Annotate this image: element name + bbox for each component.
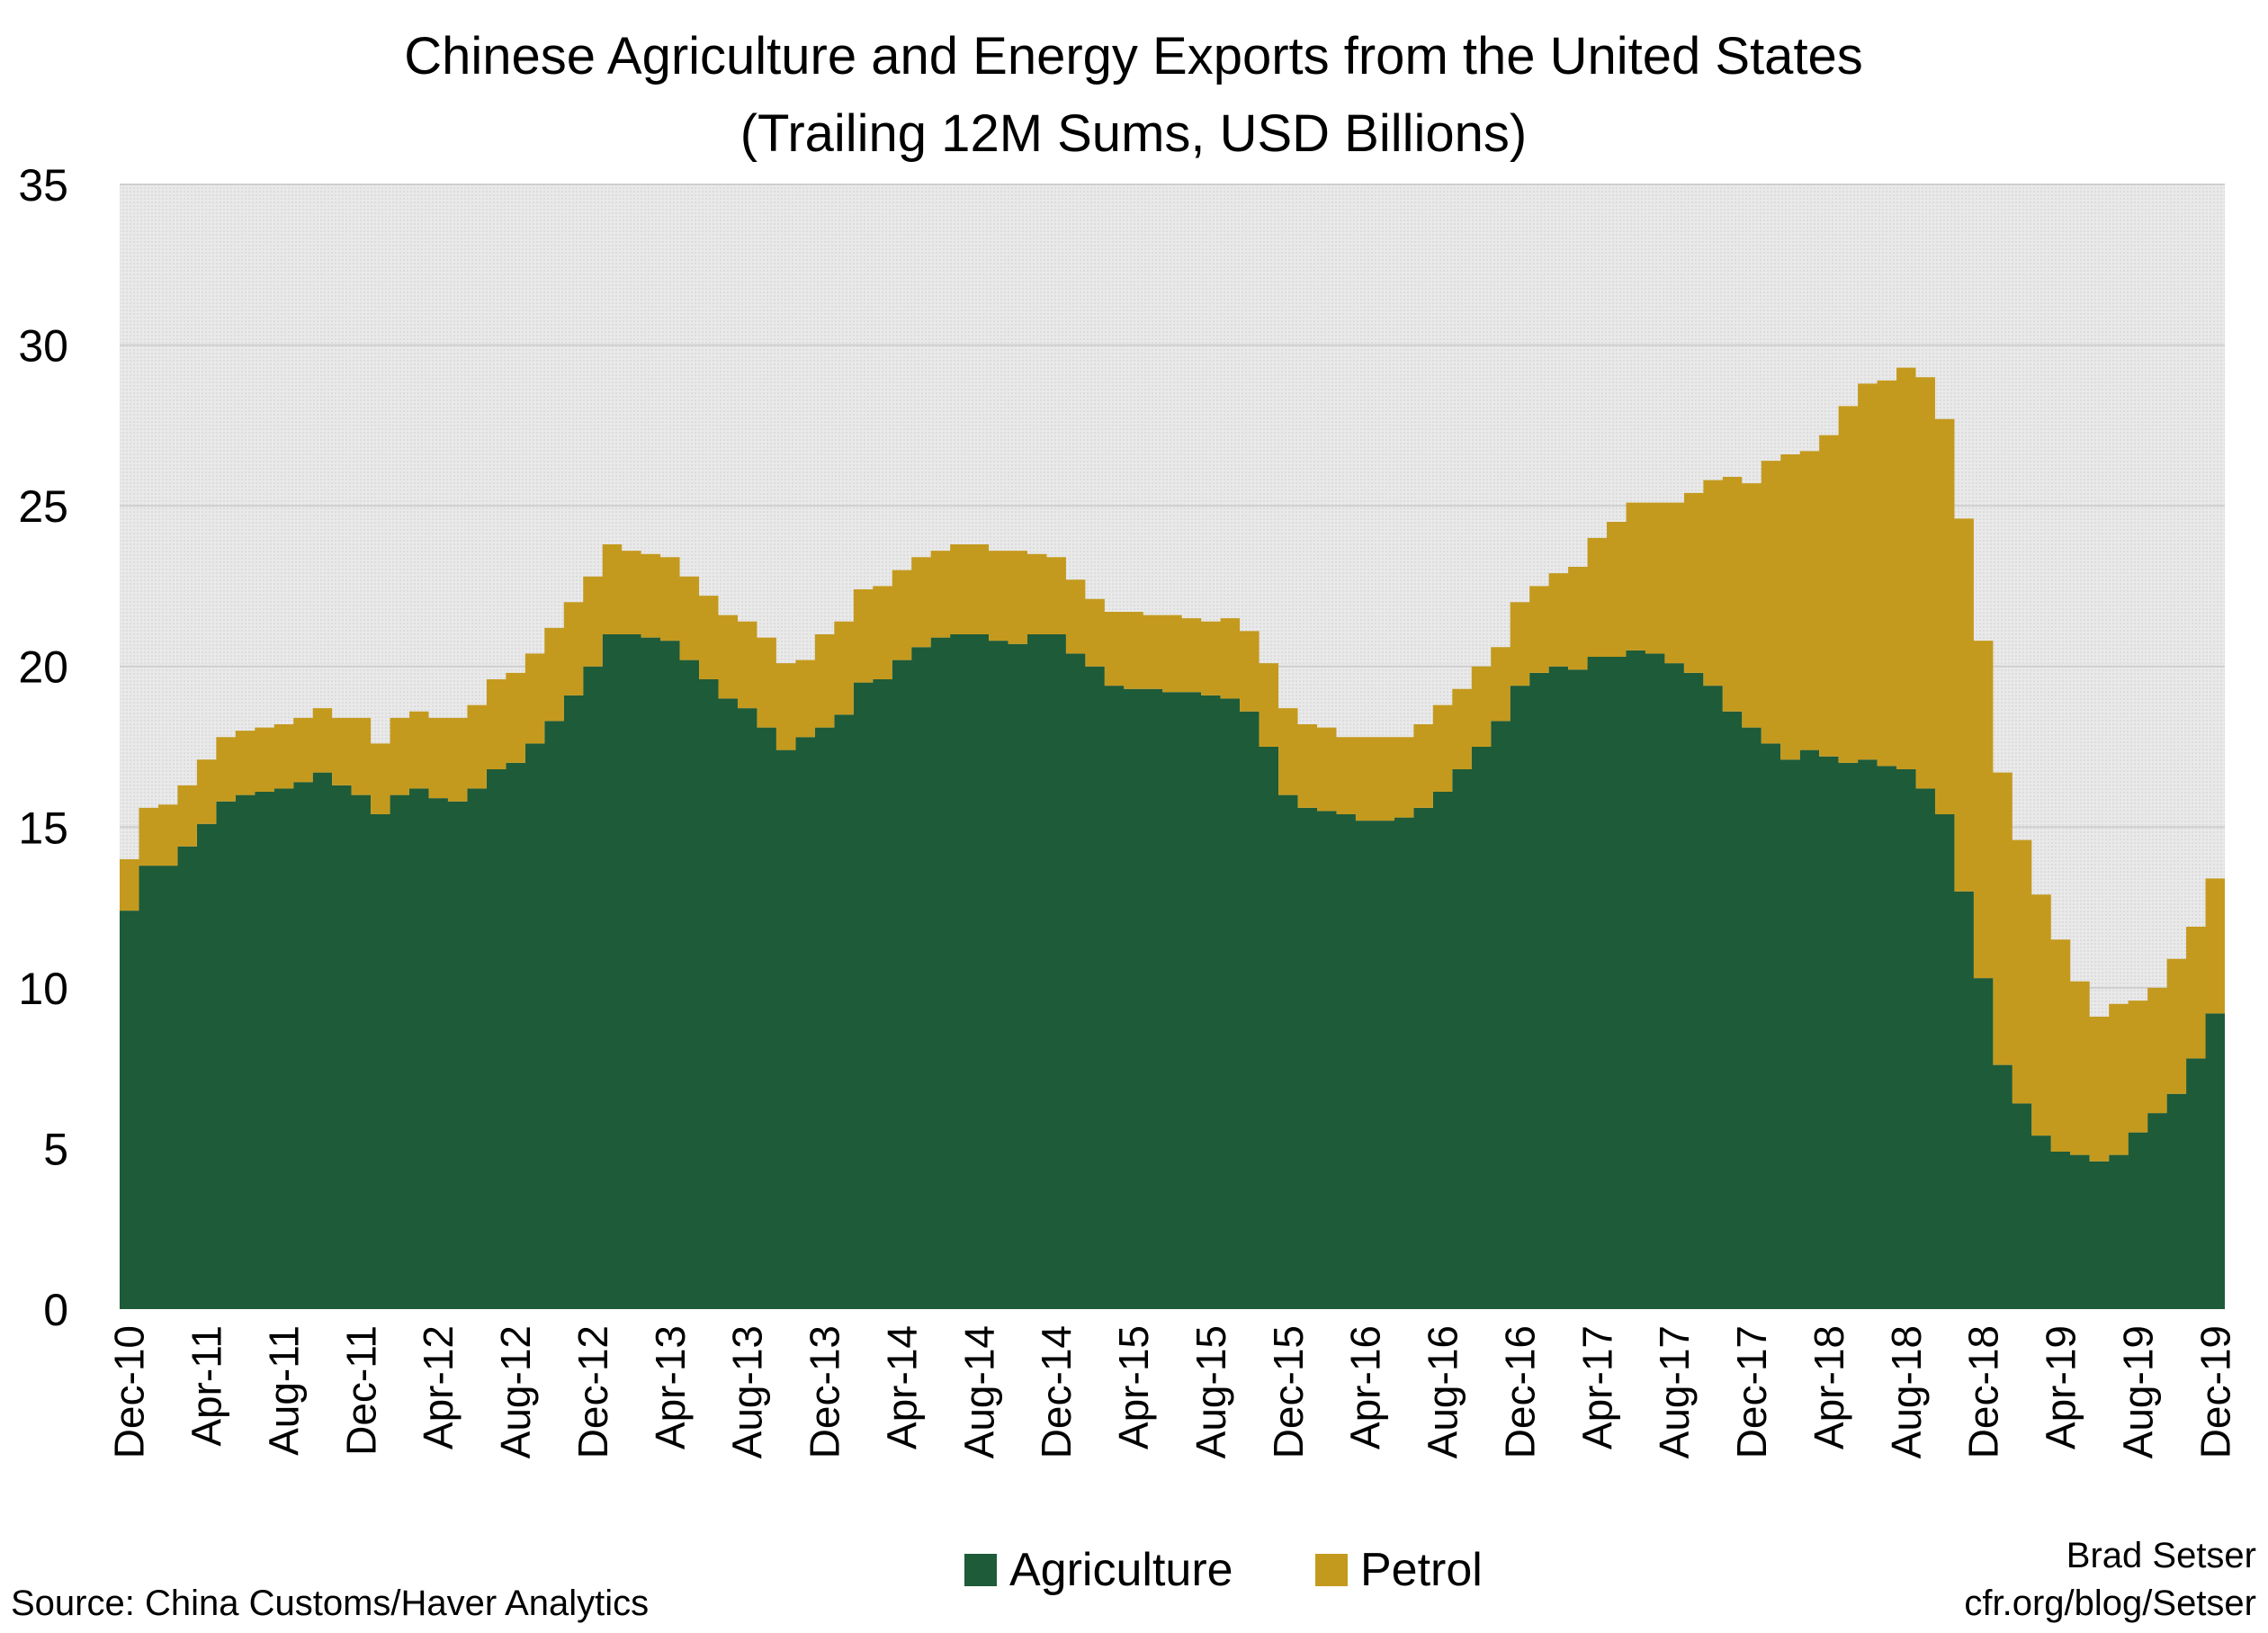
x-tick-label: Apr-17 [1573,1325,1620,1449]
area-series-agriculture [120,634,2225,1309]
x-tick-label: Aug-15 [1188,1325,1234,1458]
x-tick-label: Aug-17 [1651,1325,1698,1458]
y-tick-label: 10 [18,964,68,1014]
legend-swatch-agriculture [964,1554,997,1586]
x-tick-label: Aug-19 [2114,1325,2161,1458]
legend-swatch-petrol [1315,1554,1348,1586]
x-tick-label: Apr-11 [184,1325,230,1447]
credit-url: cfr.org/blog/Setser [1964,1584,2256,1623]
x-tick-label: Dec-10 [106,1325,153,1458]
source-note: Source: China Customs/Haver Analytics [11,1584,649,1623]
x-tick-label: Dec-12 [569,1325,616,1458]
x-axis-ticks: Dec-10 Apr-11 Aug-11 Dec-11 Apr-12 Aug-12 Dec-… [106,1325,2239,1458]
legend-label-agriculture: Agriculture [1009,1544,1233,1596]
y-tick-label: 20 [18,642,68,693]
chart-title: Chinese Agriculture and Energy Exports f… [404,27,1863,85]
x-tick-label: Dec-17 [1728,1325,1775,1458]
y-tick-label: 35 [18,160,68,211]
y-tick-label: 25 [18,481,68,532]
x-tick-label: Dec-13 [802,1325,848,1458]
legend-label-petrol: Petrol [1360,1544,1483,1596]
x-tick-label: Dec-14 [1033,1325,1080,1458]
x-tick-label: Dec-19 [2192,1325,2238,1458]
x-tick-label: Dec-16 [1496,1325,1543,1458]
x-tick-label: Apr-16 [1342,1325,1389,1449]
credit-name: Brad Setser [2066,1536,2256,1575]
x-tick-label: Aug-11 [260,1325,307,1456]
x-tick-label: Dec-18 [1960,1325,2007,1458]
stacked-areas [120,367,2225,1309]
x-tick-label: Aug-13 [724,1325,771,1458]
x-tick-label: Aug-12 [492,1325,539,1458]
legend: Agriculture Petrol [964,1544,1483,1596]
area-series-petrol [120,367,2225,1162]
x-tick-label: Dec-15 [1265,1325,1312,1458]
x-tick-label: Apr-14 [878,1325,925,1449]
chart-subtitle: (Trailing 12M Sums, USD Billions) [740,104,1528,163]
x-tick-label: Dec-11 [337,1325,384,1456]
x-tick-label: Apr-15 [1110,1325,1157,1449]
x-tick-label: Aug-14 [955,1325,1002,1458]
x-tick-label: Apr-12 [415,1325,462,1449]
x-tick-label: Apr-18 [1806,1325,1852,1449]
x-tick-label: Aug-16 [1420,1325,1466,1458]
x-tick-label: Apr-19 [2038,1325,2084,1449]
x-tick-label: Aug-18 [1883,1325,1930,1458]
x-tick-label: Apr-13 [647,1325,694,1449]
y-axis-ticks: 0 5 10 15 20 25 30 35 [18,160,68,1335]
y-tick-label: 5 [43,1124,68,1174]
y-tick-label: 30 [18,321,68,372]
y-tick-label: 15 [18,803,68,853]
y-tick-label: 0 [43,1285,68,1335]
